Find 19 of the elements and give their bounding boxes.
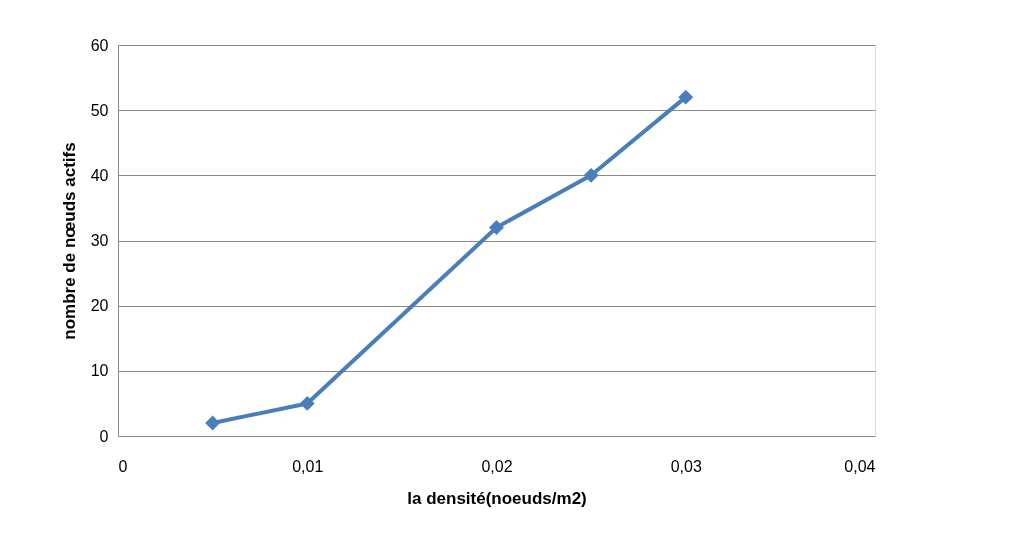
point xyxy=(583,167,599,183)
y-tick-label: 40 xyxy=(90,166,109,184)
y-tick-label: 50 xyxy=(90,101,109,119)
x-tick-label: 0 xyxy=(118,457,128,475)
point xyxy=(678,89,694,105)
y-tick-label: 10 xyxy=(90,362,109,380)
x-tick-label: 0,04 xyxy=(844,457,876,475)
y-axis-title: nombre de nœuds actifs xyxy=(59,142,79,340)
x-tick-label: 0,02 xyxy=(481,457,513,475)
point xyxy=(205,415,221,431)
y-tick-label: 60 xyxy=(90,36,109,54)
point xyxy=(489,220,504,235)
point xyxy=(299,396,315,411)
x-tick-label: 0,03 xyxy=(670,457,702,475)
x-axis-title: la densité(noeuds/m2) xyxy=(407,488,587,508)
y-tick-label: 30 xyxy=(90,232,109,249)
x-tick-label: 0,01 xyxy=(292,457,324,475)
y-tick-label: 0 xyxy=(99,427,109,445)
y-tick-label: 20 xyxy=(90,297,109,315)
